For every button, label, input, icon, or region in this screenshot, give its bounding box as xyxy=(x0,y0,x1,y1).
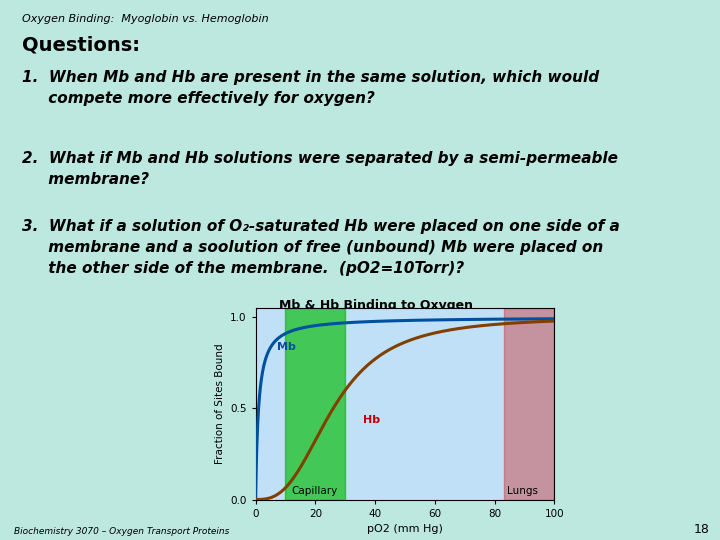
Text: Biochemistry 3070 – Oxygen Transport Proteins: Biochemistry 3070 – Oxygen Transport Pro… xyxy=(14,526,230,536)
Text: 2.  What if Mb and Hb solutions were separated by a semi-permeable
     membrane: 2. What if Mb and Hb solutions were sepa… xyxy=(22,151,618,187)
Text: Mb: Mb xyxy=(276,342,295,352)
X-axis label: pO2 (mm Hg): pO2 (mm Hg) xyxy=(367,524,443,534)
Text: 1.  When Mb and Hb are present in the same solution, which would
     compete mo: 1. When Mb and Hb are present in the sam… xyxy=(22,70,599,106)
Text: Capillary: Capillary xyxy=(292,486,338,496)
Text: Oxygen Binding:  Myoglobin vs. Hemoglobin: Oxygen Binding: Myoglobin vs. Hemoglobin xyxy=(22,14,269,24)
Y-axis label: Fraction of Sites Bound: Fraction of Sites Bound xyxy=(215,343,225,464)
Text: 18: 18 xyxy=(693,523,709,536)
Text: Hb: Hb xyxy=(363,415,380,425)
Text: 3.  What if a solution of O₂-saturated Hb were placed on one side of a
     memb: 3. What if a solution of O₂-saturated Hb… xyxy=(22,219,619,276)
Text: Questions:: Questions: xyxy=(22,35,140,54)
Bar xyxy=(285,308,346,500)
Text: Mb & Hb Binding to Oxygen: Mb & Hb Binding to Oxygen xyxy=(279,299,473,312)
Bar xyxy=(503,308,554,500)
Text: Lungs: Lungs xyxy=(507,486,538,496)
